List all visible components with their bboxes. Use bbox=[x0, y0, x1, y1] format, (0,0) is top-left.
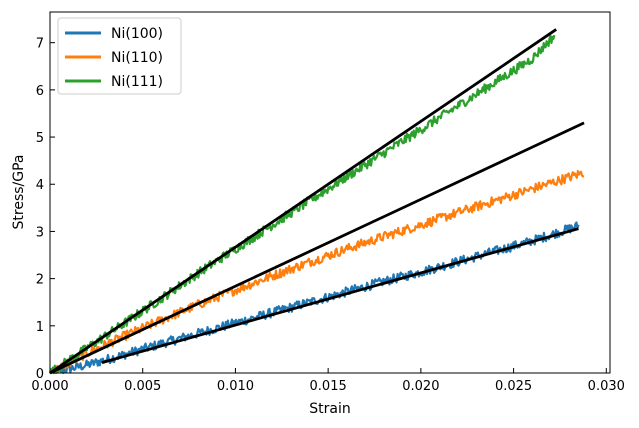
legend-label: Ni(100) bbox=[111, 26, 163, 42]
legend-box bbox=[57, 17, 182, 95]
fit-line-2 bbox=[49, 121, 585, 375]
y-tick-label: 5 bbox=[36, 131, 44, 146]
y-tick-label: 3 bbox=[36, 225, 44, 240]
legend-label: Ni(111) bbox=[111, 74, 163, 90]
y-axis-label: Stress/GPa bbox=[11, 155, 27, 230]
y-tick-label: 2 bbox=[36, 273, 44, 288]
y-axis-ticks: 0 1 2 3 4 5 6 7 bbox=[36, 37, 55, 382]
y-tick-label: 1 bbox=[36, 320, 44, 335]
x-tick-label: 0.005 bbox=[124, 379, 161, 394]
fit-line-1 bbox=[101, 227, 579, 364]
x-tick-label: 0.010 bbox=[217, 379, 254, 394]
x-tick-label: 0.015 bbox=[310, 379, 347, 394]
x-axis-ticks: 0.000 0.005 0.010 0.015 0.020 0.025 0.030 bbox=[31, 368, 625, 394]
fit-lines-layer bbox=[49, 28, 585, 375]
x-tick-label: 0.000 bbox=[31, 379, 68, 394]
x-axis-label: Strain bbox=[309, 401, 350, 417]
y-tick-label: 4 bbox=[36, 178, 44, 193]
y-tick-label: 7 bbox=[36, 37, 44, 52]
fit-line-3 bbox=[49, 28, 558, 375]
x-tick-label: 0.020 bbox=[402, 379, 439, 394]
plot-frame bbox=[49, 11, 611, 374]
legend-label: Ni(110) bbox=[111, 50, 163, 66]
legend: Ni(100) Ni(110) Ni(111) bbox=[57, 17, 182, 95]
y-tick-label: 6 bbox=[36, 84, 44, 99]
y-tick-label: 0 bbox=[36, 367, 44, 382]
x-tick-label: 0.025 bbox=[495, 379, 532, 394]
x-tick-label: 0.030 bbox=[588, 379, 625, 394]
